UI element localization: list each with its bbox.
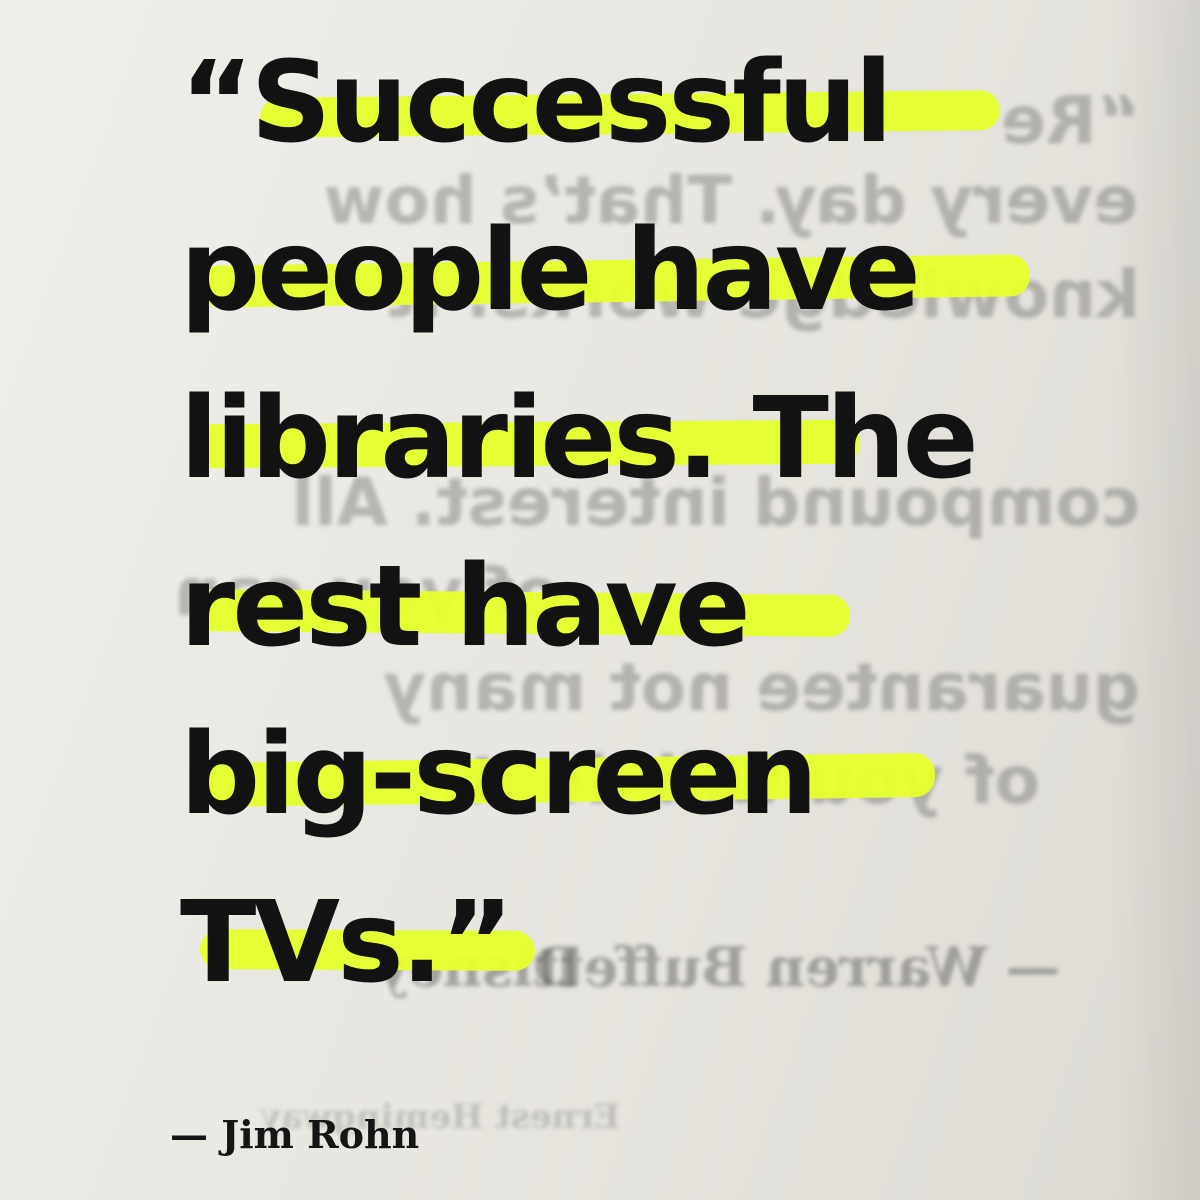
quote-text: people have <box>180 206 921 336</box>
quote-text: “Successful <box>180 38 893 168</box>
bleed-attribution-buffett: — Warren Buffett <box>533 935 1060 999</box>
quote-text: big-screen <box>180 710 818 840</box>
quote-text: rest have <box>180 542 751 672</box>
quote-text: TVs.” <box>180 878 514 1008</box>
quote-attribution: — Jim Rohn <box>170 1112 420 1157</box>
bleed-line: “Re <box>1001 82 1140 159</box>
page-edge-shadow <box>1110 0 1200 1200</box>
quote-text: libraries. The <box>180 374 979 504</box>
